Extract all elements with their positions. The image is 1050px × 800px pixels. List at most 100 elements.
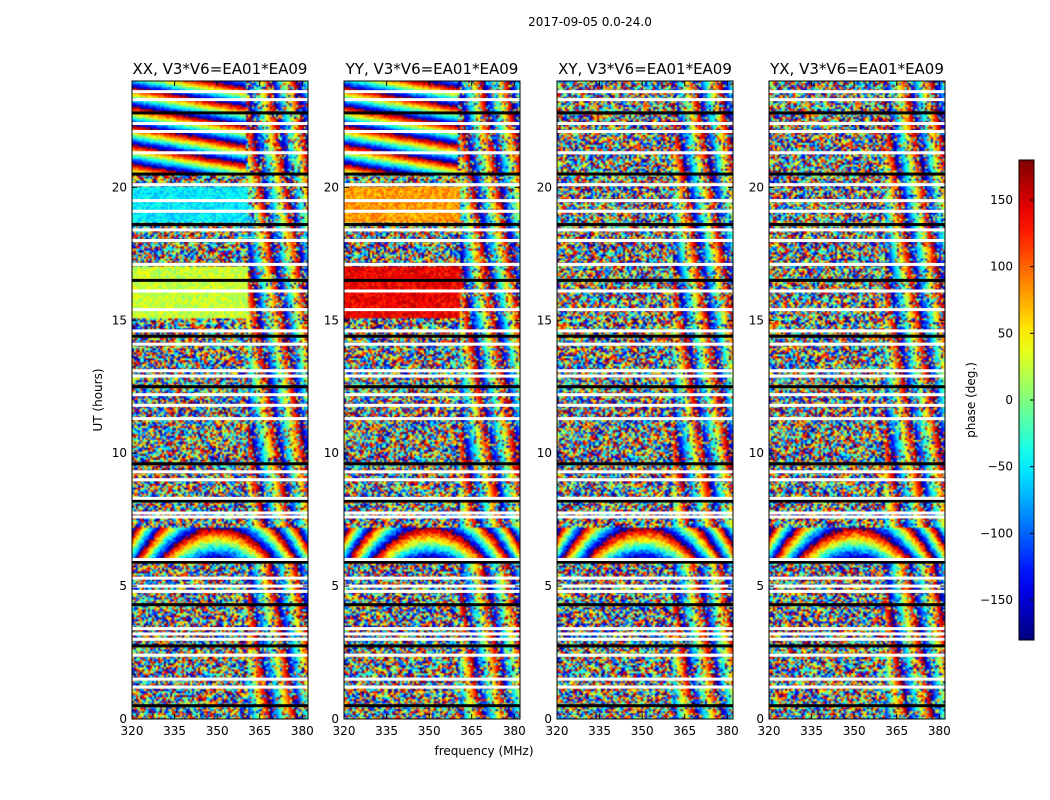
x-tick-label: 380 [291, 724, 314, 738]
flagged-row [557, 677, 733, 681]
flagged-row [769, 122, 945, 126]
flagged-row [132, 98, 308, 102]
flagged-row [344, 603, 520, 607]
flagged-row [557, 385, 733, 389]
flagged-row [769, 603, 945, 607]
flagged-row [132, 511, 308, 515]
flagged-row [769, 151, 945, 155]
flagged-row [344, 111, 520, 115]
flagged-row [769, 478, 945, 482]
flagged-row [769, 209, 945, 213]
flagged-row [769, 515, 945, 519]
panel-yx: YX, V3*V6=EA01*EA09 320 335 350 365 380 0 5 10 15… [749, 60, 951, 738]
flagged-row [344, 209, 520, 213]
flagged-row [557, 462, 733, 466]
colorbar-tick-label: 150 [990, 193, 1013, 207]
flagged-row [132, 122, 308, 126]
flagged-row [769, 589, 945, 593]
flagged-row [557, 308, 733, 312]
panel-yy: YY, V3*V6=EA01*EA09 320 335 350 365 380 0 5 10 15… [324, 60, 526, 738]
panel-title: YY, V3*V6=EA01*EA09 [345, 60, 519, 78]
flagged-row [769, 90, 945, 94]
flagged-row [344, 496, 520, 500]
colorbar-tick-label: 50 [998, 326, 1013, 340]
y-tick-label: 15 [537, 313, 552, 327]
flagged-row [557, 239, 733, 242]
flagged-row [769, 470, 945, 474]
phase-heatmap [769, 81, 945, 719]
x-tick-label: 335 [588, 724, 611, 738]
flagged-row [557, 172, 733, 176]
x-tick-label: 380 [928, 724, 951, 738]
flagged-row [557, 98, 733, 102]
x-tick-label: 320 [121, 724, 144, 738]
flagged-row [132, 278, 308, 282]
colorbar-tick-label: −50 [988, 460, 1013, 474]
flagged-row [344, 98, 520, 102]
x-tick-label: 335 [800, 724, 823, 738]
flagged-row [344, 122, 520, 126]
flagged-row [557, 589, 733, 593]
x-tick-label: 350 [206, 724, 229, 738]
y-tick-label: 10 [324, 446, 339, 460]
flagged-row [769, 289, 945, 293]
flagged-row [344, 334, 520, 338]
flagged-row [132, 111, 308, 115]
flagged-row [769, 369, 945, 373]
flagged-row [132, 199, 308, 203]
x-tick-label: 380 [503, 724, 526, 738]
flagged-row [557, 278, 733, 282]
flagged-row [557, 329, 733, 333]
flagged-row [132, 228, 308, 232]
y-tick-label: 0 [119, 712, 127, 726]
flagged-row [557, 558, 733, 561]
flagged-row [344, 172, 520, 176]
flagged-row [557, 122, 733, 126]
flagged-row [557, 183, 733, 187]
flagged-row [344, 223, 520, 227]
panel-title: XX, V3*V6=EA01*EA09 [133, 60, 308, 78]
flagged-row [344, 369, 520, 373]
flagged-row [769, 632, 945, 636]
flagged-row [344, 478, 520, 482]
flagged-row [132, 478, 308, 482]
flagged-row [557, 603, 733, 607]
flagged-row [557, 576, 733, 580]
y-tick-label: 20 [112, 180, 127, 194]
flagged-row [344, 644, 520, 648]
flagged-row [557, 130, 733, 134]
flagged-row [344, 183, 520, 187]
panel-title: XY, V3*V6=EA01*EA09 [558, 60, 732, 78]
flagged-row [132, 677, 308, 681]
x-tick-label: 350 [631, 724, 654, 738]
colorbar: 150 100 50 0 −50 −100 −150 [980, 159, 1035, 641]
flagged-row [132, 515, 308, 519]
flagged-row [132, 560, 308, 564]
flagged-row [769, 228, 945, 232]
flagged-row [344, 637, 520, 641]
x-tick-label: 365 [673, 724, 696, 738]
flagged-row [769, 262, 945, 266]
y-tick-label: 5 [119, 579, 127, 593]
flagged-row [132, 172, 308, 176]
flagged-row [132, 374, 308, 378]
flagged-row [344, 589, 520, 593]
y-tick-label: 15 [324, 313, 339, 327]
x-tick-label: 335 [375, 724, 398, 738]
y-tick-label: 0 [544, 712, 552, 726]
flagged-row [344, 704, 520, 708]
flagged-row [769, 627, 945, 631]
flagged-row [557, 374, 733, 378]
flagged-row [769, 98, 945, 102]
flagged-row [344, 403, 520, 407]
flagged-row [132, 632, 308, 636]
flagged-row [557, 262, 733, 266]
flagged-row [557, 417, 733, 421]
flagged-row [344, 393, 520, 397]
colorbar-tick-label: 100 [990, 260, 1013, 274]
flagged-row [132, 90, 308, 94]
flagged-row [769, 637, 945, 641]
phase-heatmap [132, 81, 308, 719]
flagged-row [769, 172, 945, 176]
flagged-row [132, 558, 308, 561]
